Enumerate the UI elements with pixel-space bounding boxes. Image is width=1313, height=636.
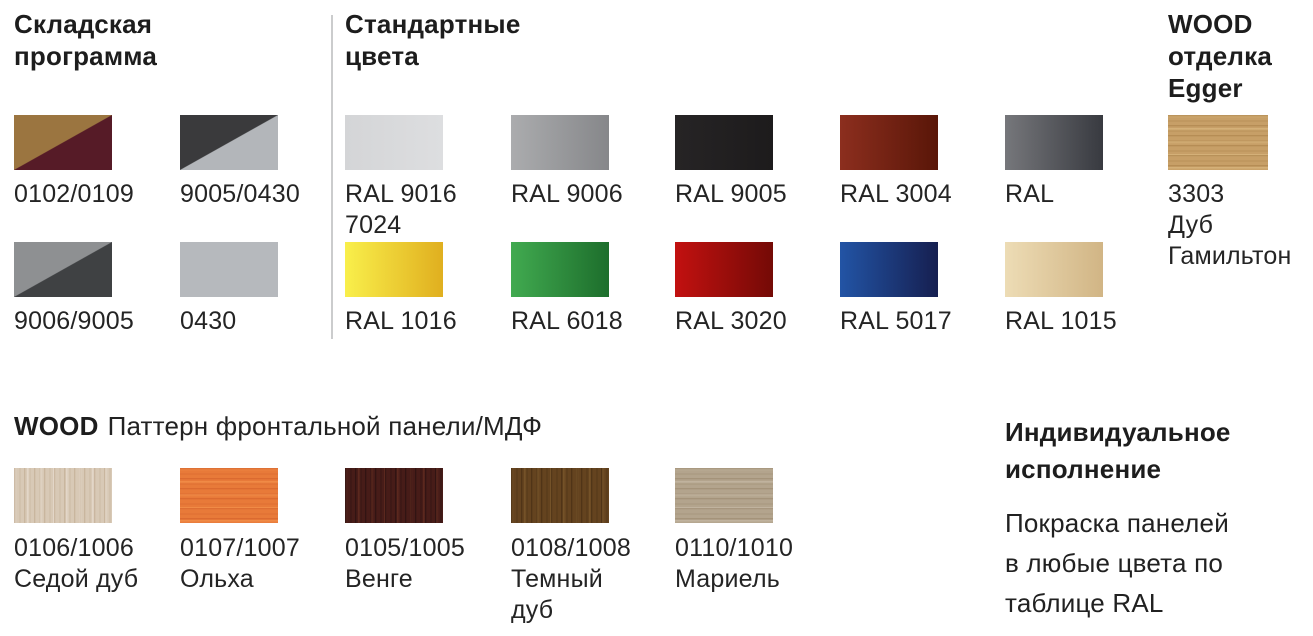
swatch-item-ral-9006: RAL 9006	[511, 115, 671, 210]
swatch-code-label: 3303 Дуб Гамильтон	[1168, 180, 1292, 270]
swatch-code-label: 0105/1005 Венге	[345, 534, 465, 593]
color-swatch	[675, 242, 773, 297]
color-swatch	[840, 115, 938, 170]
swatch-item-0102-0109: 0102/0109	[14, 115, 174, 210]
color-swatch	[1005, 242, 1103, 297]
swatch-item-9005-0430: 9005/0430	[180, 115, 340, 210]
swatch-code-label: 9006/9005	[14, 307, 134, 335]
wood-texture-swatch	[14, 468, 112, 523]
wood-pattern-heading: WOOD Паттерн фронтальной панели/МДФ	[14, 410, 542, 442]
wood-texture-swatch	[180, 468, 278, 523]
wood-pattern-heading-rest: Паттерн фронтальной панели/МДФ	[107, 411, 543, 441]
warehouse-program-heading: Складская программа	[14, 9, 158, 71]
swatch-item-ral-9016: RAL 9016 7024	[345, 115, 505, 241]
swatch-code-label: RAL 3020	[675, 307, 787, 335]
swatch-item-ral-6018: RAL 6018	[511, 242, 671, 337]
swatch-code-label: RAL 1015	[1005, 307, 1117, 335]
swatch-code-label: RAL 5017	[840, 307, 952, 335]
swatch-code-label: 0106/1006 Седой дуб	[14, 534, 139, 593]
swatch-code-label: RAL 9006	[511, 180, 623, 208]
color-swatch	[675, 115, 773, 170]
wood-pattern-heading-bold: WOOD	[14, 411, 99, 441]
swatch-code-label: RAL 9005	[675, 180, 787, 208]
color-swatch	[1005, 115, 1103, 170]
wood-texture-swatch	[345, 468, 443, 523]
swatch-code-label: 9005/0430	[180, 180, 300, 208]
swatch-item-ral-1016: RAL 1016	[345, 242, 505, 337]
custom-execution-heading: Индивидуальное исполнение	[1005, 417, 1231, 484]
color-swatch	[14, 242, 112, 297]
swatch-code-label: RAL 3004	[840, 180, 952, 208]
swatch-item-ral-7024: RAL	[1005, 115, 1165, 210]
swatch-code-label: RAL 9016 7024	[345, 180, 457, 239]
swatch-code-label: 0108/1008 Темный дуб	[511, 534, 631, 624]
swatch-item-0105-1005: 0105/1005 Венге	[345, 468, 505, 595]
swatch-code-label: 0430	[180, 307, 237, 335]
color-swatch	[840, 242, 938, 297]
swatch-item-ral-3020: RAL 3020	[675, 242, 835, 337]
wood-texture-swatch	[511, 468, 609, 523]
swatch-code-label: 0102/0109	[14, 180, 134, 208]
swatch-item-9006-9005: 9006/9005	[14, 242, 174, 337]
color-swatch	[14, 115, 112, 170]
swatch-code-label: RAL	[1005, 180, 1055, 208]
swatch-item-ral-1015: RAL 1015	[1005, 242, 1165, 337]
swatch-item-0108-1008: 0108/1008 Темный дуб	[511, 468, 671, 626]
swatch-code-label: RAL 1016	[345, 307, 457, 335]
wood-egger-heading: WOOD отделка Egger	[1168, 9, 1272, 103]
swatch-item-egger-3303: 3303 Дуб Гамильтон	[1168, 115, 1313, 272]
swatch-item-ral-5017: RAL 5017	[840, 242, 1000, 337]
color-swatch	[345, 242, 443, 297]
color-swatch	[180, 242, 278, 297]
swatch-item-ral-9005: RAL 9005	[675, 115, 835, 210]
swatch-item-0430: 0430	[180, 242, 340, 337]
color-swatch	[511, 242, 609, 297]
color-swatch	[180, 115, 278, 170]
custom-execution-text: Покраска панелей в любые цвета по таблиц…	[1005, 508, 1229, 618]
color-swatch	[345, 115, 443, 170]
swatch-item-0107-1007: 0107/1007 Ольха	[180, 468, 340, 595]
wood-texture-swatch	[1168, 115, 1268, 170]
swatch-code-label: 0110/1010 Мариель	[675, 534, 794, 593]
swatch-item-0106-1006: 0106/1006 Седой дуб	[14, 468, 174, 595]
swatch-code-label: 0107/1007 Ольха	[180, 534, 300, 593]
swatch-item-ral-3004: RAL 3004	[840, 115, 1000, 210]
color-swatch	[511, 115, 609, 170]
swatch-item-0110-1010: 0110/1010 Мариель	[675, 468, 835, 595]
swatch-code-label: RAL 6018	[511, 307, 623, 335]
wood-texture-swatch	[675, 468, 773, 523]
standard-colors-heading: Стандартные цвета	[345, 9, 521, 71]
vertical-divider	[331, 15, 333, 339]
